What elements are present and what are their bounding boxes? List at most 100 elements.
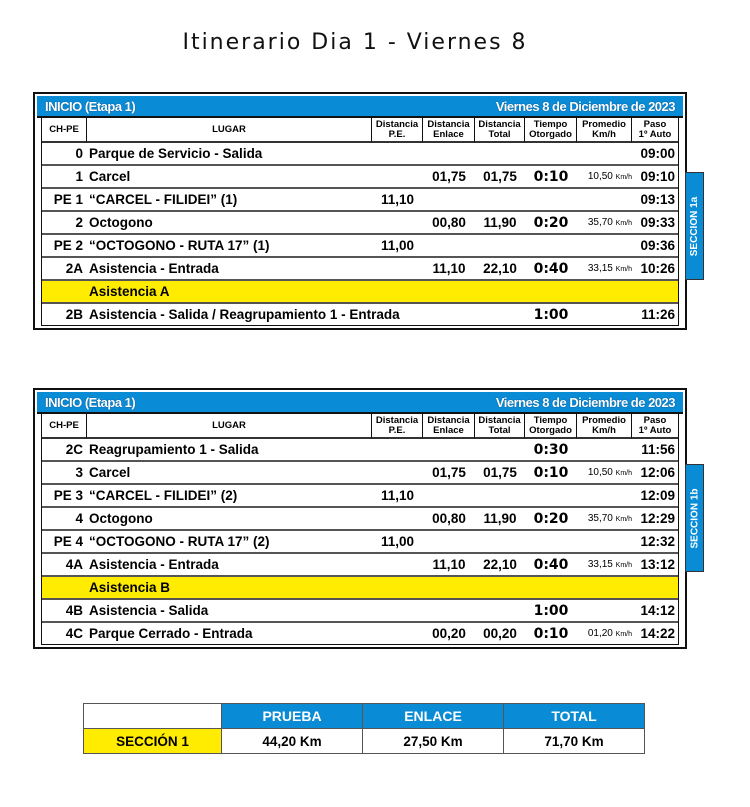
paso-cell: 14:22: [640, 626, 675, 641]
column-header: CH-PE: [42, 414, 87, 439]
page-title: Itinerario Dia 1 - Viernes 8: [182, 30, 528, 55]
date-label: Viernes 8 de Diciembre de 2023: [495, 394, 676, 410]
lugar-cell: Asistencia - Entrada: [89, 261, 219, 276]
table-row: 2C Reagrupamiento 1 - Salida 0:30 11:56: [42, 439, 678, 462]
summary-enlace-value: 27,50 Km: [362, 728, 504, 754]
lugar-cell: Parque Cerrado - Entrada: [89, 626, 253, 641]
summary-empty-cell: [83, 703, 222, 729]
ch-pe-cell: PE 3: [53, 488, 83, 503]
lugar-cell: “OCTOGONO - RUTA 17” (1): [89, 238, 270, 253]
lugar-cell: “CARCEL - FILIDEI” (2): [89, 488, 238, 503]
column-header: Paso 1º Auto: [632, 414, 678, 439]
paso-cell: 09:10: [640, 169, 675, 184]
ch-pe-cell: 4B: [65, 603, 83, 618]
column-header: Distancia Total: [475, 414, 525, 439]
distancia-enlace-cell: 00,20: [432, 626, 466, 641]
highlight-row: Asistencia A: [42, 281, 678, 304]
summary-row-label: SECCIÓN 1: [83, 728, 222, 754]
paso-cell: 12:32: [640, 534, 675, 549]
table-row: PE 4 “OCTOGONO - RUTA 17” (2) 11,00 12:32: [42, 531, 678, 554]
table-row: 0 Parque de Servicio - Salida 09:00: [42, 143, 678, 166]
tiempo-otorgado-cell: 1:00: [533, 306, 569, 323]
section-tab-1a: SECCION 1a: [685, 172, 704, 280]
ch-pe-cell: 3: [75, 465, 83, 480]
table-row: 2B Asistencia - Salida / Reagrupamiento 1…: [42, 304, 678, 325]
date-label: Viernes 8 de Diciembre de 2023: [495, 98, 676, 114]
promedio-value: 35,70: [587, 513, 613, 524]
tiempo-otorgado-cell: 0:20: [533, 510, 569, 527]
section-tab-label: SECCION 1b: [689, 487, 701, 549]
paso-cell: 09:36: [640, 238, 675, 253]
tiempo-otorgado-cell: 0:10: [533, 464, 569, 481]
lugar-cell: Asistencia B: [89, 580, 171, 595]
paso-cell: 12:06: [640, 465, 675, 480]
column-header: Distancia Enlace: [423, 118, 475, 143]
promedio-unit: Km/h: [615, 174, 632, 181]
summary-header-enlace: ENLACE: [362, 703, 504, 729]
ch-pe-cell: 1: [75, 169, 83, 184]
summary-header-prueba: PRUEBA: [221, 703, 363, 729]
table-row: 2A Asistencia - Entrada 11,10 22,10 0:40 33,1…: [42, 258, 678, 281]
table-row: 4B Asistencia - Salida 1:00 14:12: [42, 600, 678, 623]
distancia-pe-cell: 11,10: [380, 192, 415, 207]
lugar-cell: “CARCEL - FILIDEI” (1): [89, 192, 238, 207]
promedio-unit: Km/h: [615, 516, 632, 523]
paso-cell: 11:26: [641, 307, 675, 322]
distancia-total-cell: 11,90: [483, 511, 517, 526]
promedio-cell: 35,70 Km/h: [577, 217, 632, 228]
distancia-pe-cell: 11,00: [380, 534, 415, 549]
ch-pe-cell: 2A: [65, 261, 83, 276]
distancia-total-cell: 01,75: [483, 465, 517, 480]
promedio-unit: Km/h: [615, 470, 632, 477]
column-header: Distancia P.E.: [372, 414, 423, 439]
header-row: CH-PE LUGAR Distancia P.E. Distancia Enlace…: [42, 414, 678, 439]
tiempo-otorgado-cell: 1:00: [533, 602, 569, 619]
distancia-enlace-cell: 01,75: [432, 169, 466, 184]
ch-pe-cell: 4A: [65, 557, 83, 572]
table-row: PE 3 “CARCEL - FILIDEI” (2) 11,10 12:09: [42, 485, 678, 508]
table-row: 4C Parque Cerrado - Entrada 00,20 00,20 0:10…: [42, 623, 678, 644]
column-header: CH-PE: [42, 118, 87, 143]
promedio-value: 10,50: [587, 467, 613, 478]
distancia-pe-cell: 11,00: [380, 238, 415, 253]
promedio-unit: Km/h: [615, 220, 632, 227]
tiempo-otorgado-cell: 0:10: [533, 625, 569, 642]
tiempo-otorgado-cell: 0:40: [533, 556, 569, 573]
ch-pe-cell: 4: [75, 511, 83, 526]
header-row: CH-PE LUGAR Distancia P.E. Distancia Enlace…: [42, 118, 678, 143]
distancia-total-cell: 00,20: [483, 626, 517, 641]
table-row: PE 1 “CARCEL - FILIDEI” (1) 11,10 09:13: [42, 189, 678, 212]
promedio-cell: 33,15 Km/h: [577, 559, 632, 570]
promedio-value: 35,70: [587, 217, 613, 228]
table-body: CH-PE LUGAR Distancia P.E. Distancia Enlace…: [41, 118, 679, 326]
column-header: LUGAR: [87, 118, 372, 143]
summary-prueba-value: 44,20 Km: [221, 728, 363, 754]
column-header: LUGAR: [87, 414, 372, 439]
summary-table: PRUEBA ENLACE TOTAL SECCIÓN 1 44,20 Km 2…: [83, 703, 645, 754]
highlight-row: Asistencia B: [42, 577, 678, 600]
table-row: 1 Carcel 01,75 01,75 0:10 10,50 Km/h 09:10: [42, 166, 678, 189]
ch-pe-cell: 4C: [65, 626, 83, 641]
tiempo-otorgado-cell: 0:40: [533, 260, 569, 277]
paso-cell: 10:26: [640, 261, 675, 276]
lugar-cell: Carcel: [89, 169, 131, 184]
ch-pe-cell: 2B: [65, 307, 83, 322]
lugar-cell: “OCTOGONO - RUTA 17” (2): [89, 534, 270, 549]
distancia-enlace-cell: 00,80: [432, 511, 466, 526]
table-row: 4A Asistencia - Entrada 11,10 22,10 0:40 33,1…: [42, 554, 678, 577]
column-header: Distancia Enlace: [423, 414, 475, 439]
column-header: Tiempo Otorgado: [525, 118, 577, 143]
column-header: Tiempo Otorgado: [525, 414, 577, 439]
ch-pe-cell: PE 4: [53, 534, 83, 549]
tiempo-otorgado-cell: 0:30: [533, 441, 569, 458]
distancia-enlace-cell: 11,10: [432, 261, 466, 276]
distancia-pe-cell: 11,10: [380, 488, 415, 503]
paso-cell: 09:00: [640, 146, 675, 161]
section-tab-label: SECCION 1a: [689, 196, 700, 256]
stage-label: INICIO (Etapa 1): [45, 98, 136, 114]
lugar-cell: Asistencia - Salida / Reagrupamiento 1 -…: [89, 307, 400, 322]
promedio-cell: 10,50 Km/h: [577, 171, 632, 182]
promedio-unit: Km/h: [615, 266, 632, 273]
lugar-cell: Asistencia A: [89, 284, 170, 299]
promedio-cell: 33,15 Km/h: [577, 263, 632, 274]
